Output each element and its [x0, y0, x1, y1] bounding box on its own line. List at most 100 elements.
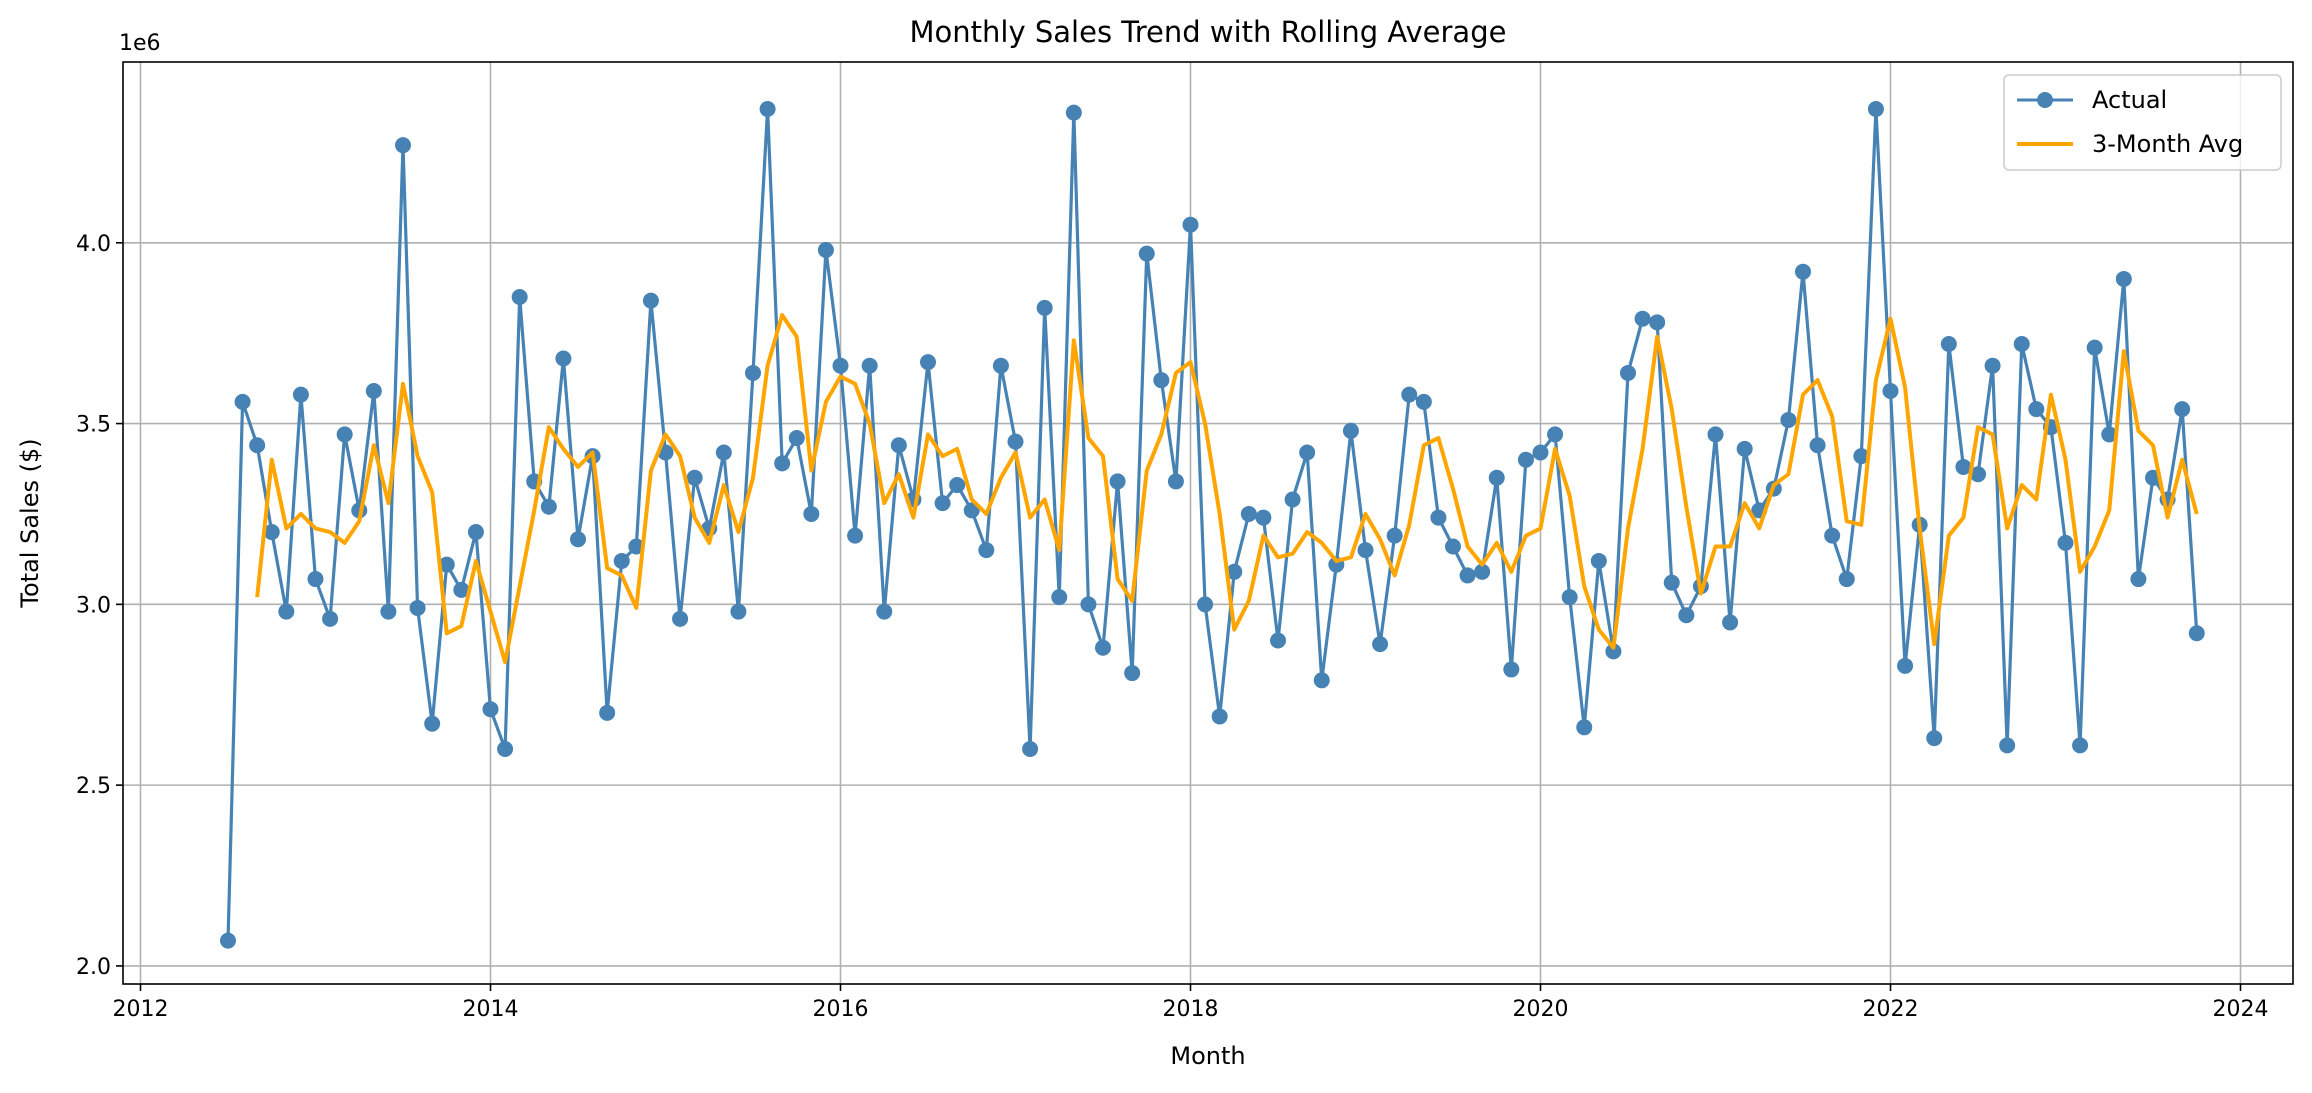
- data-point-actual: [759, 101, 776, 118]
- data-point-actual: [1795, 263, 1811, 280]
- x-axis: 2012 2014 2016 2018 2020 2022 2024: [113, 984, 2269, 1022]
- data-point-actual: [1313, 672, 1330, 689]
- data-point-actual: [540, 498, 557, 515]
- data-point-actual: [1430, 509, 1447, 526]
- plot-frame: [122, 61, 2294, 985]
- data-point-actual: [1999, 737, 2016, 754]
- data-point-actual: [1678, 607, 1695, 624]
- data-point-actual: [803, 505, 820, 522]
- data-point-actual: [307, 571, 324, 588]
- data-point-actual: [1036, 299, 1053, 316]
- data-point-actual: [1138, 245, 1155, 262]
- data-point-actual: [2174, 401, 2191, 418]
- x-tick-label: 2018: [1163, 997, 1219, 1022]
- data-point-actual: [745, 364, 761, 381]
- data-point-actual: [1897, 657, 1914, 674]
- data-point-actual: [1970, 466, 1986, 483]
- data-point-actual: [1080, 596, 1097, 613]
- data-point-actual: [380, 603, 397, 620]
- data-point-actual: [1109, 473, 1126, 490]
- legend-marker-actual: [2037, 92, 2053, 108]
- data-point-actual: [1299, 444, 1316, 461]
- data-point-actual: [613, 552, 630, 569]
- data-point-actual: [1882, 383, 1899, 400]
- data-point-actual: [1474, 563, 1491, 580]
- data-point-actual: [263, 524, 280, 541]
- x-tick-label: 2024: [2213, 997, 2269, 1022]
- data-point-actual: [1940, 336, 1957, 353]
- series-layer: [220, 101, 2205, 949]
- data-point-actual: [832, 357, 849, 374]
- data-point-actual: [730, 603, 747, 620]
- data-point-actual: [1722, 614, 1739, 631]
- series-line-rolling-avg: [255, 313, 2199, 665]
- data-point-actual: [1926, 730, 1943, 747]
- data-point-actual: [1955, 458, 1972, 475]
- data-point-actual: [788, 430, 805, 447]
- data-point-actual: [1211, 708, 1228, 725]
- data-point-actual: [1736, 440, 1753, 457]
- data-point-actual: [1620, 364, 1636, 381]
- data-point-actual: [1634, 310, 1651, 327]
- data-point-actual: [1590, 552, 1607, 569]
- data-point-actual: [1445, 538, 1461, 555]
- data-point-actual: [2188, 625, 2205, 642]
- data-point-actual: [599, 704, 616, 721]
- data-point-actual: [234, 393, 251, 410]
- data-point-actual: [963, 502, 980, 519]
- data-point-actual: [438, 556, 455, 573]
- data-point-actual: [1051, 589, 1068, 606]
- x-tick-label: 2022: [1863, 997, 1919, 1022]
- data-point-actual: [1853, 448, 1870, 465]
- x-axis-label: Month: [1170, 1042, 1245, 1070]
- data-point-actual: [1809, 437, 1826, 454]
- chart-title: Monthly Sales Trend with Rolling Average: [910, 15, 1507, 49]
- data-point-actual: [949, 477, 966, 494]
- data-point-actual: [1342, 422, 1359, 439]
- data-point-actual: [1707, 426, 1724, 443]
- y-tick-label: 2.0: [76, 955, 111, 980]
- x-tick-label: 2012: [113, 997, 169, 1022]
- data-point-actual: [1153, 372, 1170, 389]
- data-point-actual: [1065, 104, 1082, 121]
- data-point-actual: [1357, 542, 1374, 559]
- data-point-actual: [1007, 433, 1024, 450]
- data-point-actual: [395, 137, 411, 154]
- x-tick-label: 2016: [813, 997, 869, 1022]
- data-point-actual: [1167, 473, 1184, 490]
- data-point-actual: [1984, 357, 2001, 374]
- data-point-actual: [1240, 505, 1257, 522]
- data-point-actual: [322, 610, 339, 627]
- data-point-actual: [2013, 336, 2030, 353]
- data-point-actual: [1824, 527, 1841, 544]
- data-point-actual: [2072, 737, 2089, 754]
- data-point-actual: [1255, 509, 1272, 526]
- data-point-actual: [774, 455, 791, 472]
- data-point-actual: [920, 354, 936, 371]
- data-point-actual: [1270, 632, 1286, 649]
- data-point-actual: [1649, 314, 1666, 331]
- data-point-actual: [1386, 527, 1403, 544]
- data-point-actual: [570, 531, 586, 548]
- data-point-actual: [861, 357, 878, 374]
- data-point-actual: [2101, 426, 2118, 443]
- data-point-actual: [453, 581, 470, 598]
- data-point-actual: [1532, 444, 1549, 461]
- data-point-actual: [642, 292, 659, 309]
- data-point-actual: [555, 350, 572, 367]
- data-point-actual: [482, 701, 499, 718]
- data-point-actual: [365, 383, 382, 400]
- data-point-actual: [1197, 596, 1214, 613]
- data-point-actual: [1488, 469, 1505, 486]
- data-point-actual: [1415, 393, 1432, 410]
- data-point-actual: [1867, 101, 1884, 118]
- legend: Actual 3-Month Avg: [2003, 74, 2282, 171]
- data-point-actual: [1372, 636, 1389, 653]
- data-point-actual: [1401, 386, 1418, 403]
- y-axis: 2.0 2.5 3.0 3.5 4.0: [76, 232, 123, 980]
- data-point-actual: [715, 444, 732, 461]
- data-point-actual: [876, 603, 893, 620]
- data-point-actual: [847, 527, 864, 544]
- data-point-actual: [1605, 643, 1622, 660]
